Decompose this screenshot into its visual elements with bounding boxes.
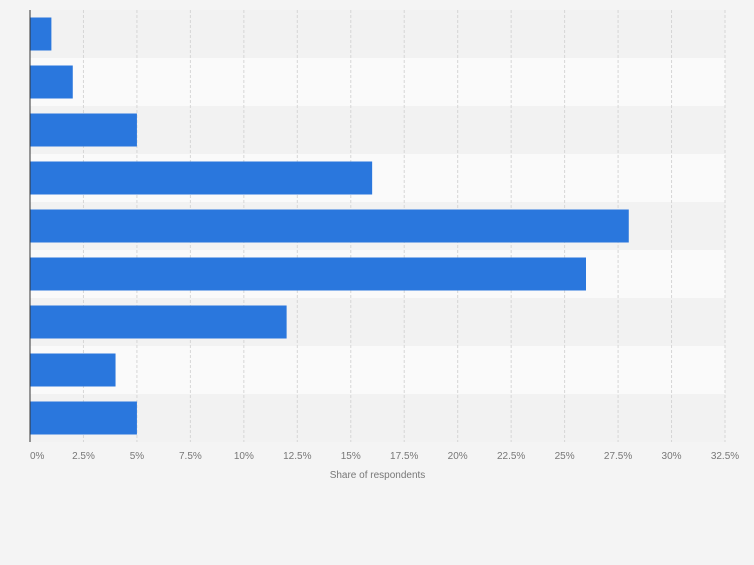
x-axis-ticks: 0% 2.5% 5% 7.5% 10% 12.5% 15% 17.5% 20% 22.5% 25% 2… (30, 451, 739, 462)
row-band (30, 106, 725, 154)
x-tick-label: 30% (662, 451, 682, 462)
bar[interactable] (30, 65, 73, 99)
bar[interactable] (30, 113, 137, 147)
bar[interactable] (30, 353, 116, 387)
x-tick-label: 0% (30, 451, 45, 462)
x-tick-label: 10% (234, 451, 254, 462)
bar[interactable] (30, 305, 287, 339)
x-tick-label: 22.5% (497, 451, 525, 462)
bar[interactable] (30, 209, 629, 243)
x-tick-label: 2.5% (72, 451, 95, 462)
x-axis-title: Share of respondents (330, 470, 426, 481)
bar[interactable] (30, 401, 137, 435)
x-tick-label: 7.5% (179, 451, 202, 462)
row-band (30, 58, 725, 106)
x-tick-label: 25% (555, 451, 575, 462)
x-tick-label: 5% (130, 451, 145, 462)
bar[interactable] (30, 161, 373, 195)
x-tick-label: 27.5% (604, 451, 632, 462)
x-tick-label: 20% (448, 451, 468, 462)
row-band (30, 346, 725, 394)
bar[interactable] (30, 257, 586, 291)
x-tick-label: 17.5% (390, 451, 418, 462)
x-tick-label: 32.5% (711, 451, 739, 462)
bar[interactable] (30, 17, 52, 51)
x-tick-label: 12.5% (283, 451, 311, 462)
row-band (30, 10, 725, 58)
bars (30, 17, 629, 435)
row-band (30, 394, 725, 442)
x-tick-label: 15% (341, 451, 361, 462)
